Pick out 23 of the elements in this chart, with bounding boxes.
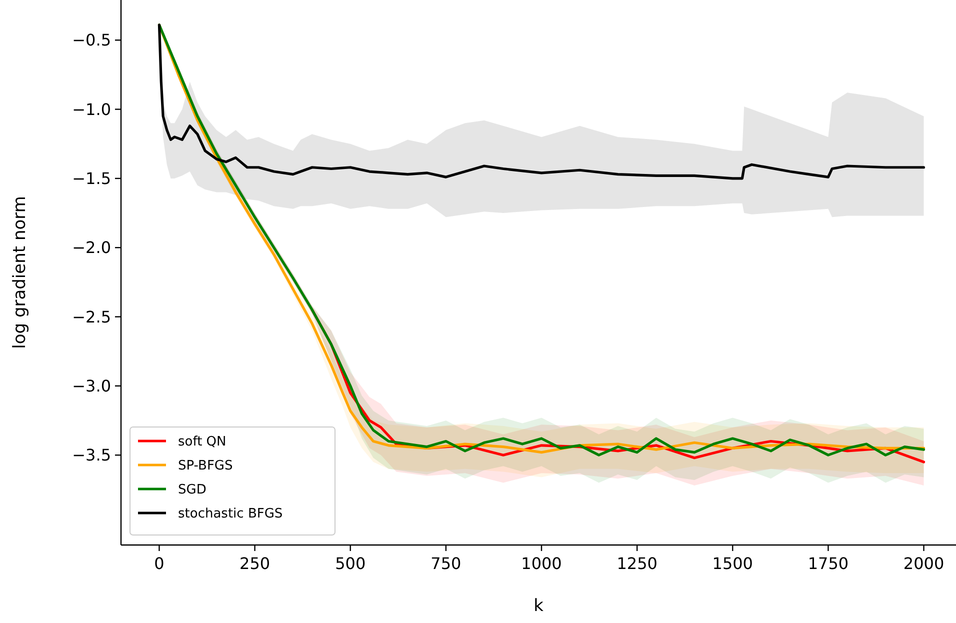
y-tick-label: −1.5: [72, 169, 111, 188]
x-tick-label: 750: [430, 554, 462, 573]
y-axis-title: log gradient norm: [10, 196, 30, 349]
x-tick-label: 1500: [712, 554, 753, 573]
y-tick-label: −1.0: [72, 100, 111, 119]
y-tick-label: −3.5: [72, 446, 111, 465]
x-tick-label: 1250: [616, 554, 658, 573]
legend-label: stochastic BFGS: [178, 506, 283, 522]
y-tick-label: −2.0: [72, 238, 111, 258]
y-tick-label: −0.5: [72, 30, 111, 50]
y-tick-label: −2.5: [72, 307, 111, 326]
legend-label: soft QN: [178, 434, 226, 450]
y-tick-label: −3.0: [72, 376, 111, 396]
x-tick-label: 1750: [808, 554, 849, 573]
x-tick-label: 250: [240, 554, 270, 573]
legend-label: SP-BFGS: [178, 458, 233, 474]
x-axis-title: k: [534, 596, 544, 616]
x-tick-label: 500: [335, 554, 366, 573]
line-series: [158, 24, 926, 180]
x-tick-label: 1000: [521, 554, 562, 573]
x-tick-label: 0: [154, 554, 164, 573]
x-tick-label: 2000: [903, 554, 944, 573]
legend-label: SGD: [178, 482, 206, 498]
